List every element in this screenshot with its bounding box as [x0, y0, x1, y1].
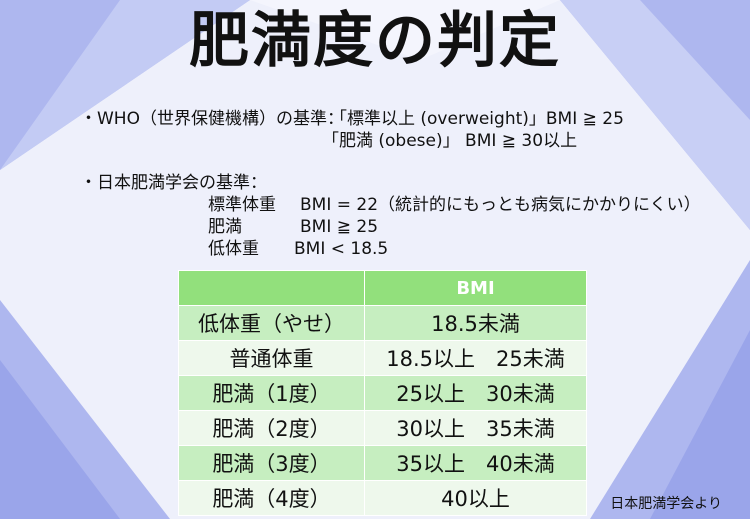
table-cell-range: 18.5未満	[364, 305, 587, 341]
source-note: 日本肥満学会より	[610, 496, 722, 512]
table-cell-category: 肥満（3度）	[178, 445, 365, 481]
bmi-table: BMI 低体重（やせ） 18.5未満 普通体重 18.5以上 25未満 肥満（1…	[178, 270, 587, 516]
table-header-empty	[178, 270, 365, 306]
table-row: 肥満（3度） 35以上 40未満	[178, 445, 587, 481]
table-cell-range: 40以上	[364, 480, 587, 516]
japan-label-underweight: 低体重	[208, 239, 259, 259]
table-row: 肥満（1度） 25以上 30未満	[178, 375, 587, 411]
table-cell-category: 肥満（2度）	[178, 410, 365, 446]
table-cell-range: 25以上 30未満	[364, 375, 587, 411]
who-line-1: 「標準以上 (overweight)」BMI ≧ 25	[330, 109, 624, 129]
japan-value-standard: BMI = 22（統計的にもっとも病気にかかりにくい）	[300, 195, 701, 215]
table-header-bmi: BMI	[364, 270, 587, 306]
table-cell-category: 低体重（やせ）	[178, 305, 365, 341]
table-row: 低体重（やせ） 18.5未満	[178, 305, 587, 341]
table-cell-range: 18.5以上 25未満	[364, 340, 587, 376]
table-cell-range: 35以上 40未満	[364, 445, 587, 481]
table-row: 肥満（4度） 40以上	[178, 480, 587, 516]
japan-value-underweight: BMI < 18.5	[294, 239, 389, 259]
table-header-row: BMI	[178, 270, 587, 306]
who-heading: ・WHO（世界保健機構）の基準：	[80, 109, 344, 129]
japan-heading: ・日本肥満学会の基準：	[80, 173, 267, 193]
table-cell-range: 30以上 35未満	[364, 410, 587, 446]
table-cell-category: 肥満（1度）	[178, 375, 365, 411]
japan-label-obese: 肥満	[208, 217, 242, 237]
table-cell-category: 普通体重	[178, 340, 365, 376]
who-line-2: 「肥満 (obese)」 BMI ≧ 30以上	[322, 131, 578, 151]
japan-label-standard: 標準体重	[208, 195, 276, 215]
table-row: 肥満（2度） 30以上 35未満	[178, 410, 587, 446]
table-cell-category: 肥満（4度）	[178, 480, 365, 516]
page-title: 肥満度の判定	[189, 6, 561, 76]
japan-value-obese: BMI ≧ 25	[300, 217, 379, 237]
table-row: 普通体重 18.5以上 25未満	[178, 340, 587, 376]
